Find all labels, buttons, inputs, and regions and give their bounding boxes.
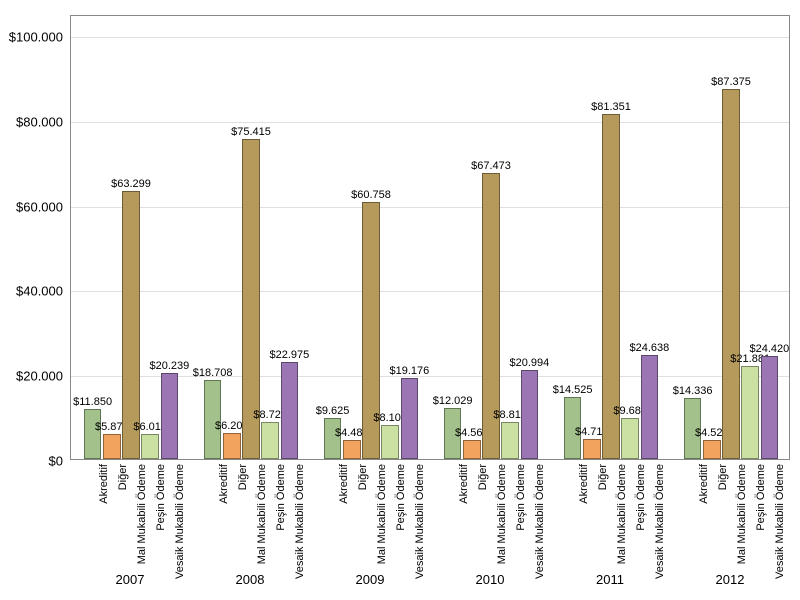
bar: $4.568 — [463, 440, 481, 459]
y-tick-label: $100.000 — [9, 30, 71, 45]
category-label: Mal Mukabili Ödeme — [136, 464, 148, 567]
category-label: Vesaik Mukabili Ödeme — [294, 464, 306, 582]
bar: $20.239 — [161, 373, 179, 459]
bar: $8.819 — [501, 422, 519, 459]
bar: $19.176 — [401, 378, 419, 459]
y-tick-label: $60.000 — [16, 199, 71, 214]
bar: $87.375 — [722, 89, 740, 459]
bar-value-label: $75.415 — [231, 126, 271, 140]
category-label: Vesaik Mukabili Ödeme — [414, 464, 426, 582]
category-label: Mal Mukabili Ödeme — [496, 464, 508, 567]
bar-value-label: $81.351 — [591, 101, 631, 115]
bar: $21.881 — [741, 366, 759, 459]
y-gridline — [71, 291, 789, 292]
bar-value-label: $12.029 — [433, 395, 473, 409]
bar-value-label: $19.176 — [390, 365, 430, 379]
bar: $4.710 — [583, 439, 601, 459]
bar: $6.205 — [223, 433, 241, 459]
category-label: Vesaik Mukabili Ödeme — [174, 464, 186, 582]
bar-value-label: $22.975 — [270, 349, 310, 363]
year-label: 2007 — [82, 572, 178, 587]
category-label: Vesaik Mukabili Ödeme — [654, 464, 666, 582]
year-label: 2008 — [202, 572, 298, 587]
bar-value-label: $24.638 — [630, 342, 670, 356]
bar-value-label: $67.473 — [471, 160, 511, 174]
bar: $4.525 — [703, 440, 721, 459]
bar: $4.484 — [343, 440, 361, 459]
year-label: 2012 — [682, 572, 778, 587]
bar: $5.870 — [103, 434, 121, 459]
category-label: Akreditif — [458, 464, 470, 507]
category-label: Peşin Ödeme — [515, 464, 527, 534]
category-label: Mal Mukabili Ödeme — [376, 464, 388, 567]
category-label: Peşin Ödeme — [275, 464, 287, 534]
plot-area: $0$20.000$40.000$60.000$80.000$100.000$1… — [70, 15, 790, 460]
category-label: Mal Mukabili Ödeme — [256, 464, 268, 567]
y-tick-label: $40.000 — [16, 284, 71, 299]
bar: $20.994 — [521, 370, 539, 459]
bar: $24.638 — [641, 355, 659, 459]
category-label: Peşin Ödeme — [155, 464, 167, 534]
category-label: Vesaik Mukabili Ödeme — [774, 464, 786, 582]
bar-value-label: $20.994 — [510, 357, 550, 371]
bar-value-label: $87.375 — [711, 76, 751, 90]
category-label: Peşin Ödeme — [395, 464, 407, 534]
bar-value-label: $63.299 — [111, 178, 151, 192]
bar-value-label: $18.708 — [193, 367, 233, 381]
bar: $63.299 — [122, 191, 140, 459]
bar: $24.420 — [761, 356, 779, 459]
y-gridline — [71, 376, 789, 377]
bar-value-label: $60.758 — [351, 189, 391, 203]
bar: $6.014 — [141, 434, 159, 459]
category-label: Akreditif — [98, 464, 110, 507]
category-label: Diğer — [717, 464, 729, 493]
category-label: Akreditif — [698, 464, 710, 507]
category-label: Diğer — [117, 464, 129, 493]
bar-value-label: $14.525 — [553, 384, 593, 398]
y-gridline — [71, 207, 789, 208]
y-tick-label: $20.000 — [16, 369, 71, 384]
category-label: Akreditif — [338, 464, 350, 507]
category-label: Diğer — [477, 464, 489, 493]
year-label: 2009 — [322, 572, 418, 587]
bar-value-label: $11.850 — [73, 396, 112, 410]
y-tick-label: $0 — [49, 454, 71, 469]
category-label: Mal Mukabili Ödeme — [616, 464, 628, 567]
bar: $9.683 — [621, 418, 639, 459]
y-tick-label: $80.000 — [16, 114, 71, 129]
category-label: Peşin Ödeme — [755, 464, 767, 534]
bar-value-label: $24.420 — [750, 343, 790, 357]
bar: $8.100 — [381, 425, 399, 459]
bar-value-label: $14.336 — [673, 385, 713, 399]
category-label: Akreditif — [578, 464, 590, 507]
category-label: Peşin Ödeme — [635, 464, 647, 534]
y-gridline — [71, 122, 789, 123]
bar-value-label: $9.625 — [316, 405, 350, 419]
year-label: 2011 — [562, 572, 658, 587]
category-label: Diğer — [597, 464, 609, 493]
bar: $22.975 — [281, 362, 299, 459]
payment-type-bar-chart: $0 $20.000 $40.000 $60.000 $80.000 $100.000 $1… — [0, 0, 800, 600]
category-label: Diğer — [237, 464, 249, 493]
category-label: Vesaik Mukabili Ödeme — [534, 464, 546, 582]
bar: $8.725 — [261, 422, 279, 459]
bar-value-label: $20.239 — [150, 360, 190, 374]
y-gridline — [71, 37, 789, 38]
year-label: 2010 — [442, 572, 538, 587]
category-label: Diğer — [357, 464, 369, 493]
category-label: Mal Mukabili Ödeme — [736, 464, 748, 567]
category-label: Akreditif — [218, 464, 230, 507]
